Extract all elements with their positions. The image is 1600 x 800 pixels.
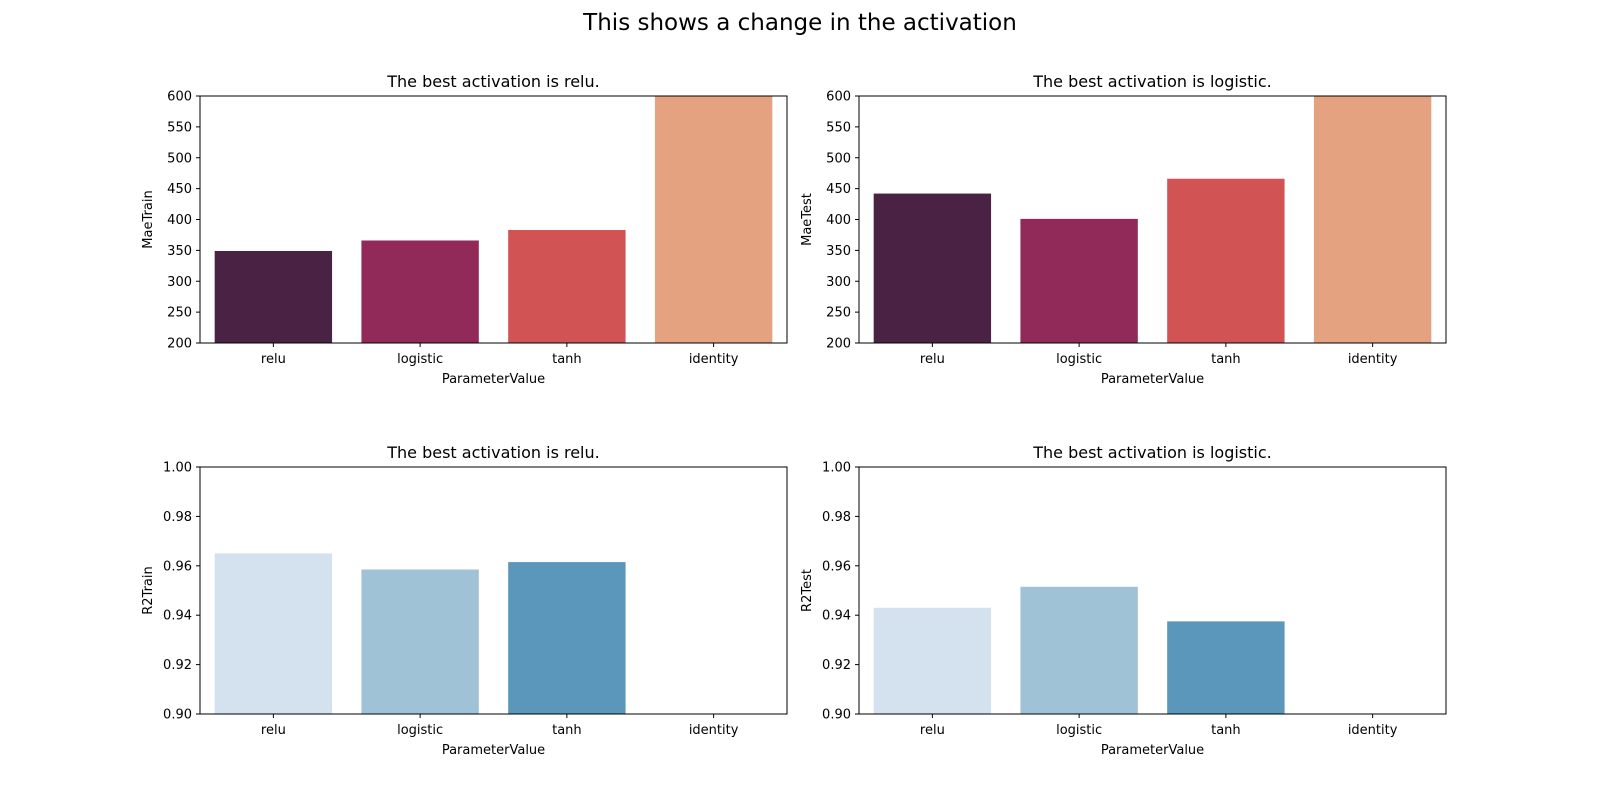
subplot-2: relu logistic tanh identity 200 250 300 350 400 4… — [800, 72, 1447, 387]
subplot-title: The best activation is logistic. — [1032, 443, 1272, 462]
y-tick-label: 0.96 — [163, 559, 192, 574]
bar-tanh — [1167, 621, 1285, 714]
y-axis-label: R2Train — [141, 566, 156, 615]
y-tick-label: 600 — [826, 90, 851, 105]
y-tick-label: 400 — [167, 213, 192, 228]
plot-frame — [858, 466, 1447, 715]
x-axis-label: ParameterValue — [442, 743, 545, 758]
x-tick-label: tanh — [552, 352, 582, 367]
y-tick-label: 1.00 — [163, 461, 192, 476]
y-tick-label: 0.90 — [822, 708, 851, 723]
x-tick-label: identity — [689, 352, 739, 367]
y-tick-label: 250 — [167, 306, 192, 321]
y-tick-label: 0.94 — [163, 609, 192, 624]
bar-relu — [873, 193, 992, 343]
bar-logistic — [1020, 586, 1138, 714]
bar-identity — [1313, 96, 1432, 343]
x-tick-label: tanh — [1211, 352, 1241, 367]
y-tick-label: 300 — [167, 275, 192, 290]
figure-title: This shows a change in the activation — [583, 10, 1017, 36]
y-tick-label: 350 — [167, 244, 192, 259]
y-tick-label: 450 — [167, 182, 192, 197]
y-tick-label: 1.00 — [822, 461, 851, 476]
x-axis-label: ParameterValue — [442, 372, 545, 387]
y-axis-label: MaeTrain — [141, 190, 156, 248]
subplot-3: relu logistic tanh identity 0.90 0.92 0.94 0.96… — [141, 443, 788, 758]
y-tick-label: 0.90 — [163, 708, 192, 723]
y-axis-label: R2Test — [800, 569, 815, 612]
subplot-1: relu logistic tanh identity 200 250 300 350 400 4… — [141, 72, 788, 387]
x-axis-label: ParameterValue — [1101, 743, 1204, 758]
y-tick-label: 0.98 — [822, 510, 851, 525]
subplot-title: The best activation is logistic. — [1032, 72, 1272, 91]
y-tick-label: 0.94 — [822, 609, 851, 624]
x-tick-label: identity — [1348, 352, 1398, 367]
bar-relu — [873, 607, 992, 714]
x-tick-label: logistic — [397, 352, 443, 367]
y-tick-label: 200 — [167, 337, 192, 352]
y-tick-label: 450 — [826, 182, 851, 197]
y-tick-label: 250 — [826, 306, 851, 321]
x-tick-label: logistic — [397, 723, 443, 738]
y-tick-label: 0.92 — [822, 658, 851, 673]
x-axis-label: ParameterValue — [1101, 372, 1204, 387]
y-tick-label: 200 — [826, 337, 851, 352]
bar-tanh — [508, 562, 626, 714]
bar-tanh — [508, 229, 626, 343]
y-tick-label: 0.96 — [822, 559, 851, 574]
x-tick-label: relu — [261, 352, 286, 367]
y-axis-label: MaeTest — [800, 193, 815, 246]
x-tick-label: relu — [920, 352, 945, 367]
bar-relu — [214, 553, 333, 714]
y-tick-label: 350 — [826, 244, 851, 259]
y-tick-label: 600 — [167, 90, 192, 105]
bar-logistic — [361, 569, 479, 714]
x-tick-label: tanh — [552, 723, 582, 738]
x-tick-label: identity — [1348, 723, 1398, 738]
subplot-title: The best activation is relu. — [386, 72, 599, 91]
y-tick-label: 550 — [826, 120, 851, 135]
x-tick-label: logistic — [1056, 723, 1102, 738]
bar-logistic — [361, 240, 479, 343]
y-tick-label: 500 — [826, 151, 851, 166]
bar-tanh — [1167, 178, 1285, 343]
x-tick-label: identity — [689, 723, 739, 738]
bar-identity — [654, 96, 773, 343]
bar-logistic — [1020, 218, 1138, 343]
y-tick-label: 0.92 — [163, 658, 192, 673]
plot-frame — [199, 466, 788, 715]
y-tick-label: 0.98 — [163, 510, 192, 525]
subplot-4: relu logistic tanh identity 0.90 0.92 0.94 0.96… — [800, 443, 1447, 758]
y-tick-label: 300 — [826, 275, 851, 290]
bar-relu — [214, 250, 333, 343]
x-tick-label: tanh — [1211, 723, 1241, 738]
x-tick-label: logistic — [1056, 352, 1102, 367]
x-tick-label: relu — [920, 723, 945, 738]
subplot-title: The best activation is relu. — [386, 443, 599, 462]
y-tick-label: 550 — [167, 120, 192, 135]
y-tick-label: 400 — [826, 213, 851, 228]
x-tick-label: relu — [261, 723, 286, 738]
y-tick-label: 500 — [167, 151, 192, 166]
